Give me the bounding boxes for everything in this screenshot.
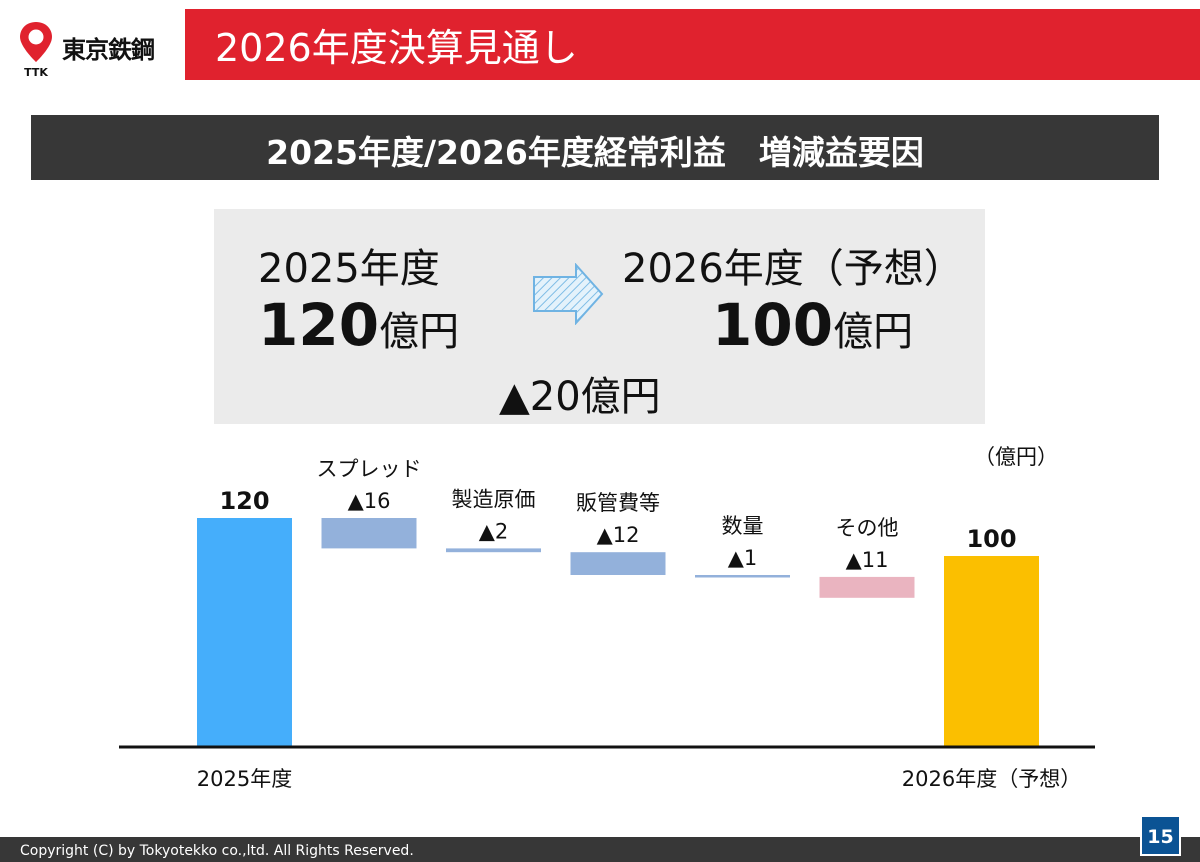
x-category-label-6: 2026年度（予想） — [902, 767, 1081, 791]
logo: TTK 東京鉄鋼 — [0, 0, 183, 80]
bar-name-label-5: その他 — [836, 516, 899, 540]
next-value: 100億円 — [712, 291, 913, 359]
summary-box: 2025年度 120億円 2026年度（予想） 100億円 ▲20億円 — [214, 209, 985, 424]
bar-name-label-4: 数量 — [722, 514, 764, 538]
bar-4 — [695, 575, 790, 578]
footer-bar: Copyright (C) by Tokyotekko co.,ltd. All… — [0, 837, 1200, 862]
right-arrow-icon — [533, 263, 604, 325]
bar-value-label-0: 120 — [219, 487, 269, 515]
prev-value: 120億円 — [258, 291, 459, 359]
bar-name-label-3: 販管費等 — [576, 491, 660, 515]
next-value-unit: 億円 — [833, 309, 914, 355]
bar-name-label-1: スプレッド — [317, 457, 422, 481]
prev-year-label: 2025年度 — [258, 246, 440, 292]
bar-1 — [321, 518, 417, 549]
bar-0 — [197, 518, 292, 746]
bar-value-label-3: ▲12 — [597, 523, 640, 547]
x-category-label-0: 2025年度 — [197, 767, 292, 791]
bar-value-label-5: ▲11 — [846, 548, 889, 572]
page-number: 15 — [1140, 815, 1181, 856]
title-band: 2026年度決算見通し — [185, 9, 1200, 80]
logo-name: 東京鉄鋼 — [62, 36, 155, 64]
bar-value-label-2: ▲2 — [479, 519, 509, 543]
difference-text: ▲20億円 — [499, 374, 661, 420]
bar-name-label-2: 製造原価 — [452, 487, 536, 511]
waterfall-chart: 120 2025年度 スプレッド ▲16 製造原価 ▲2 販管費等 ▲12 数量 ▲1 その他 ▲11… — [119, 445, 1095, 791]
logo-abbr: TTK — [24, 66, 48, 78]
bar-2 — [446, 548, 541, 553]
section-subtitle: 2025年度/2026年度経常利益 増減益要因 — [266, 133, 924, 172]
prev-value-number: 120 — [258, 291, 380, 359]
subtitle-band: 2025年度/2026年度経常利益 増減益要因 — [31, 115, 1159, 180]
ttk-logo-icon: TTK — [20, 22, 52, 78]
bar-value-label-4: ▲1 — [728, 546, 758, 570]
bar-3 — [570, 552, 666, 575]
next-year-label: 2026年度（予想） — [622, 246, 964, 292]
next-value-number: 100 — [712, 291, 834, 359]
unit-label: （億円） — [974, 445, 1058, 469]
copyright-text: Copyright (C) by Tokyotekko co.,ltd. All… — [20, 843, 414, 859]
prev-value-unit: 億円 — [379, 309, 460, 355]
page-title: 2026年度決算見通し — [215, 26, 578, 70]
bar-5 — [819, 576, 915, 598]
bar-6 — [944, 556, 1039, 746]
bar-value-label-1: ▲16 — [348, 489, 391, 513]
bar-value-label-6: 100 — [966, 525, 1016, 553]
